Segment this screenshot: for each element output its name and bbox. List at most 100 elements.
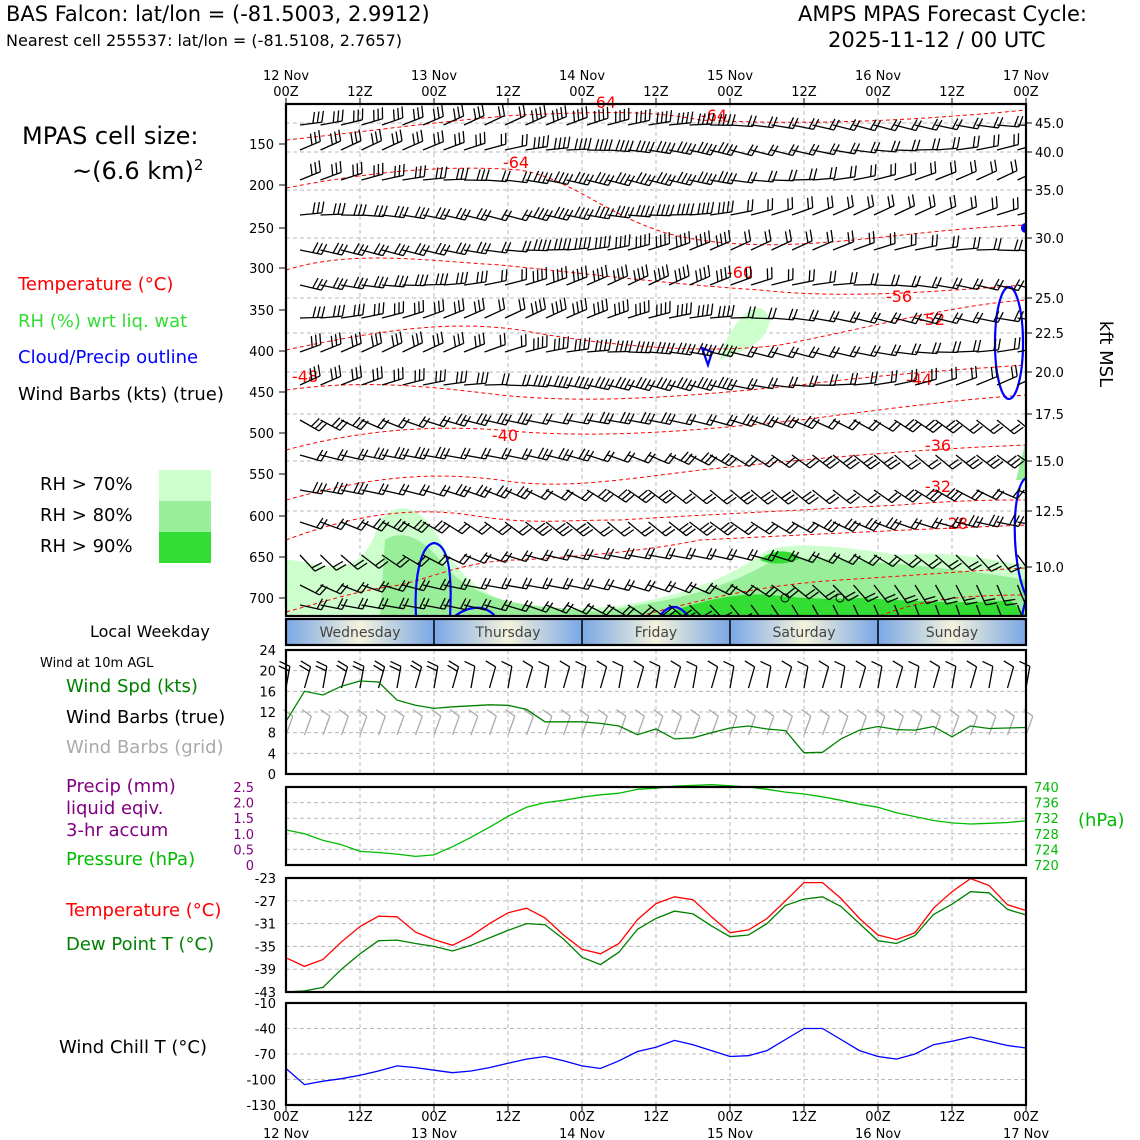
wind-barb	[545, 412, 574, 425]
wind-barb	[340, 303, 365, 319]
top-time-label: 12Z	[939, 85, 965, 100]
temperature-tick: -27	[255, 895, 276, 910]
wind-barb	[1017, 521, 1026, 527]
wind-barb	[976, 196, 998, 216]
wind-barb	[914, 194, 936, 216]
wind-barb	[484, 485, 513, 499]
wind-barb	[463, 371, 489, 386]
wind-barb	[422, 207, 451, 221]
wind-barb	[811, 604, 824, 616]
wind-barb	[607, 604, 636, 616]
wind-barb	[894, 368, 918, 386]
dewpoint-line	[285, 891, 1027, 993]
wind-barb	[750, 307, 777, 320]
wind-barb	[955, 135, 980, 151]
wind-barb	[709, 521, 738, 536]
wind-barb	[463, 241, 492, 255]
wind-barb	[463, 297, 485, 319]
wind-speed-tick: 12	[259, 706, 276, 721]
wind-barb	[361, 417, 390, 430]
kft-tick-label: 15.0	[1035, 455, 1064, 470]
surface-wind-barb	[1019, 660, 1031, 689]
wind-barb	[853, 311, 881, 324]
wind-barb	[771, 169, 798, 182]
bottom-time-label: 12Z	[347, 1110, 373, 1125]
wind-barb	[586, 264, 608, 286]
weekday-label: Thursday	[474, 625, 540, 641]
wind-barb	[750, 267, 773, 286]
wind-barb	[463, 521, 492, 535]
wind-barb	[566, 578, 594, 591]
wind-barb	[812, 489, 840, 505]
wind-barb	[607, 376, 635, 391]
bottom-date-label: 12 Nov	[263, 1127, 309, 1140]
wind-barb	[1017, 208, 1026, 216]
wind-barb	[955, 554, 982, 572]
wind-barb	[730, 454, 759, 468]
wind-barb	[812, 346, 841, 359]
weekday-band	[582, 619, 730, 645]
wind-barb	[1017, 346, 1026, 353]
surface-wind-barb-grid	[505, 709, 516, 736]
wind-barb	[689, 342, 717, 357]
wind-barb	[996, 454, 1025, 469]
wind-barb	[586, 411, 615, 425]
pressure-tick-label: 350	[249, 304, 274, 319]
calm-marker	[835, 593, 845, 603]
surface-wind-barb-grid	[634, 709, 645, 736]
bottom-date-label: 16 Nov	[855, 1127, 901, 1140]
wind-barb	[525, 577, 553, 590]
wind-barb	[463, 447, 492, 460]
wind-barb	[586, 298, 609, 319]
wind-barb	[1017, 375, 1026, 386]
surface-wind-barb	[834, 660, 846, 689]
kft-tick-label: 25.0	[1035, 292, 1064, 307]
wind-barb	[320, 554, 347, 571]
wind-barb	[299, 333, 322, 353]
wind-barb	[668, 231, 691, 251]
wind-speed-tick: 0	[268, 768, 276, 783]
pressure-tick: 732	[1034, 812, 1059, 827]
wind-barb	[976, 514, 1004, 528]
wind-barb	[976, 454, 1004, 470]
wind-barb	[320, 277, 348, 291]
wind-barb	[648, 264, 670, 286]
surface-wind-barb	[871, 660, 883, 689]
wind-barb	[627, 579, 656, 592]
pressure-tick: 728	[1034, 828, 1059, 843]
wind-barb	[894, 343, 922, 356]
wind-barb	[299, 242, 328, 256]
wind-barb	[566, 448, 595, 462]
wind-barb	[853, 273, 879, 286]
wind-barb	[832, 489, 860, 504]
wind-barb	[381, 483, 410, 496]
wind-barb	[566, 375, 594, 390]
wind-barb	[976, 159, 998, 181]
wind-barb	[791, 229, 813, 251]
wind-barb	[381, 205, 409, 219]
wind-barb	[586, 138, 613, 151]
wind-barb	[955, 311, 984, 324]
wind-barb	[668, 413, 697, 426]
wind-barb	[853, 141, 881, 154]
wind-barb	[422, 166, 448, 181]
surface-wind-barb	[855, 660, 867, 689]
wind-barb	[361, 483, 389, 496]
wind-barb	[340, 276, 369, 290]
wind-barb	[955, 278, 984, 291]
wind-barb	[463, 484, 492, 499]
wind-barb	[873, 344, 902, 357]
wind-barb	[586, 338, 612, 353]
surface-wind-barb-grid	[523, 709, 534, 736]
bottom-time-label: 00Z	[421, 1110, 447, 1125]
wind-barb	[648, 341, 675, 355]
wind-barb	[525, 206, 554, 222]
wind-barb	[299, 110, 325, 126]
wind-barb	[443, 104, 465, 126]
wind-barb	[1017, 489, 1026, 499]
wind-barb	[381, 243, 410, 257]
kft-tick-label: 40.0	[1035, 146, 1064, 161]
surface-wind-barb-grid	[856, 709, 867, 736]
surface-wind-barb-grid	[1023, 709, 1034, 736]
wind-barb	[340, 161, 363, 181]
